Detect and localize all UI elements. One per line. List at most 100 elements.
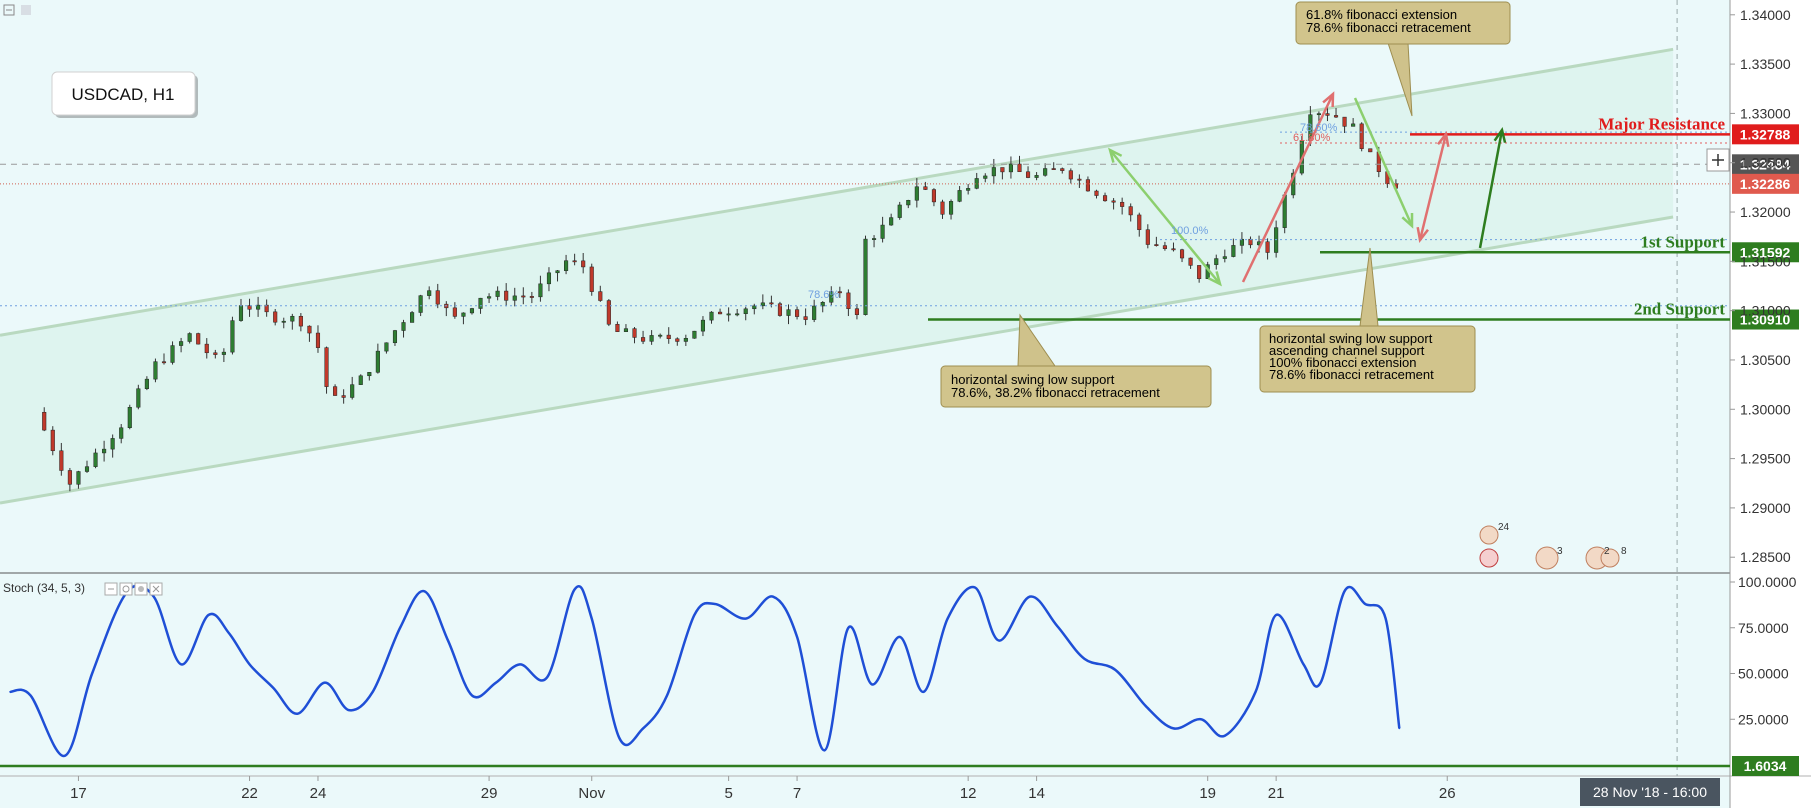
candle-body [59, 450, 64, 471]
stoch-point [847, 626, 850, 629]
stoch-point [1398, 727, 1401, 730]
stoch-point [871, 683, 874, 686]
stoch-visibility-icon[interactable] [119, 582, 133, 596]
stoch-point [1275, 614, 1277, 616]
candle-body [1128, 206, 1133, 216]
time-tick-label: 21 [1268, 785, 1285, 802]
price-tick-label: 1.29500 [1740, 451, 1791, 467]
stoch-close-icon[interactable] [149, 582, 163, 596]
candle-body [504, 290, 509, 301]
candle-body [50, 429, 55, 452]
stoch-tick-label: 25.0000 [1738, 711, 1789, 727]
arrow-shaft [1478, 129, 1504, 249]
toolbar-square-icon[interactable] [21, 5, 31, 15]
stoch-level-tag-text: 1.6034 [1744, 758, 1787, 774]
stoch-point [1319, 681, 1322, 684]
callout-right-line-2: ascending channel support [1269, 343, 1425, 358]
candle-body [1265, 241, 1270, 253]
price-tag [1732, 173, 1799, 194]
price-tick-label: 1.30000 [1740, 401, 1791, 417]
candle-body [384, 342, 389, 352]
stoch-point [248, 663, 251, 666]
candle-body [846, 292, 851, 309]
stoch-point [772, 595, 774, 598]
stoch-point [974, 586, 976, 589]
arrow-shaft [1353, 97, 1414, 227]
stoch-point [714, 603, 716, 605]
candlestick-series [42, 106, 1398, 492]
candle-body [42, 411, 47, 431]
price-tick-label: 1.30500 [1740, 352, 1791, 368]
arrow-shaft [1241, 93, 1335, 283]
candle-body [1085, 179, 1090, 192]
annotation-callout-top[interactable]: 61.8% fibonacci extension 78.6% fibonacc… [1295, 1, 1511, 117]
stoch-point [91, 672, 93, 675]
candle-body [641, 337, 646, 342]
candle-body [743, 308, 748, 315]
annotation-callout-bottom-left[interactable]: horizontal swing low support 78.6%, 38.2… [940, 313, 1212, 408]
cursor-time-text: 28 Nov '18 - 16:00 [1593, 784, 1707, 800]
candle-body [1368, 148, 1373, 153]
stoch-point [898, 636, 901, 638]
candle-body [1060, 168, 1065, 171]
candle-body [367, 372, 372, 377]
candle-body [170, 345, 175, 363]
price-axis: 1.28500 1.29000 1.29500 1.30000 1.30500 1.310… [1730, 7, 1797, 727]
time-tick-label: 24 [310, 785, 327, 802]
candle-body [256, 304, 261, 310]
candle-body [529, 296, 534, 298]
stoch-format-icon[interactable] [134, 582, 148, 596]
candle-body [1068, 170, 1073, 180]
candle-body [521, 295, 526, 298]
economic-event-icons[interactable]: 24 3 2 8 [1479, 522, 1627, 570]
candle-body [658, 334, 663, 337]
candle-body [478, 297, 483, 309]
time-tick-label: Nov [578, 785, 605, 802]
price-tick-label: 1.31500 [1740, 253, 1791, 269]
candle-body [615, 324, 620, 332]
candle-body [632, 328, 637, 338]
stoch-point [296, 712, 299, 715]
crosshair-icon[interactable] [1706, 148, 1730, 172]
symbol-label-box[interactable]: USDCAD, H1 [51, 71, 198, 118]
candle-body [966, 188, 971, 191]
channel-upper-line[interactable] [0, 47, 1674, 337]
candle-body [752, 305, 757, 310]
candle-body [1222, 256, 1227, 259]
stoch-point [207, 614, 210, 616]
candle-body [837, 291, 842, 294]
price-tick-label: 1.33000 [1740, 105, 1791, 121]
candle-body [1154, 244, 1159, 246]
annotation-callout-bottom-right[interactable]: horizontal swing low support ascending c… [1259, 247, 1476, 393]
candle-body [93, 452, 98, 467]
callout-left-line-1: horizontal swing low support [951, 372, 1115, 387]
fib-label-786-lower: 78.6% [808, 289, 839, 301]
candle-body [863, 238, 868, 315]
callout-top-line-2: 78.6% fibonacci retracement [1306, 20, 1471, 35]
stoch-point [998, 639, 1000, 642]
time-tick-label: 29 [481, 785, 498, 802]
candle-body [854, 308, 859, 315]
stoch-level-tag [1732, 756, 1799, 776]
candle-body [435, 290, 440, 305]
stoch-point [1224, 734, 1226, 737]
stoch-point [1302, 663, 1305, 666]
svg-text:24: 24 [1498, 522, 1510, 533]
toolbar-collapse-icon[interactable] [3, 4, 15, 16]
stoch-settings-icon[interactable] [104, 582, 118, 596]
horizontal-levels: Major Resistance 1.32788 1.32484 1.32286 1st… [0, 114, 1799, 330]
price-tick-label: 1.29000 [1740, 500, 1791, 516]
stoch-point [823, 749, 826, 752]
stoch-legend[interactable]: Stoch (34, 5, 3) [3, 581, 163, 596]
channel-lower-line[interactable] [0, 215, 1674, 505]
stoch-point [590, 617, 593, 620]
arrow-head [1322, 91, 1335, 108]
candle-body [144, 378, 149, 389]
callout-right-line-3: 100% fibonacci extension [1269, 355, 1416, 370]
candle-body [102, 448, 107, 454]
stoch-tick-label: 75.0000 [1738, 620, 1789, 636]
price-tag-text: 1.32484 [1740, 156, 1791, 172]
stoch-point [1254, 691, 1257, 693]
price-tag [1732, 154, 1799, 175]
